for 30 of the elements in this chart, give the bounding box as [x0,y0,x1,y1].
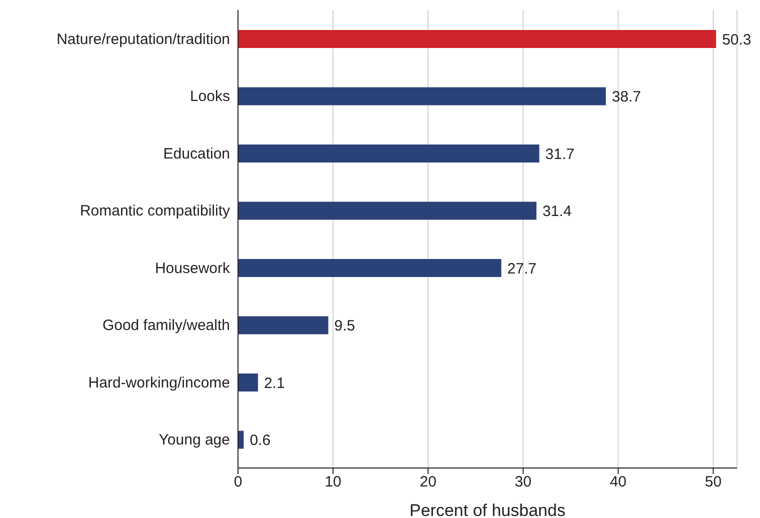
data-label: 2.1 [264,374,285,392]
data-label: 9.5 [334,318,356,335]
bar [238,144,540,162]
data-label: 50.3 [722,31,752,48]
y-tick-label: Hard-working/income [88,374,230,392]
y-tick-label: Good family/wealth [102,317,230,334]
data-label: 31.4 [542,203,572,220]
x-tick-label: 20 [420,474,436,491]
bar [238,202,536,220]
data-label: 0.6 [250,432,271,450]
bar [238,259,502,277]
data-label: 38.7 [612,88,642,106]
y-tick-label: Young age [158,432,230,449]
x-tick-label: 40 [610,474,627,491]
y-tick-label: Nature/reputation/tradition [56,30,230,48]
y-tick-label: Housework [154,260,230,277]
y-tick-label: Romantic compatibility [80,202,230,220]
bar [238,316,328,334]
bar [238,374,258,392]
x-axis-title: Percent of husbands [410,501,566,518]
y-tick-label: Education [163,145,230,162]
x-tick-label: 10 [324,474,342,491]
x-tick-label: 0 [234,474,242,491]
y-tick-label: Looks [190,88,230,106]
data-label: 27.7 [507,260,536,278]
x-tick-label: 30 [514,474,532,491]
data-label: 31.7 [545,146,575,163]
x-tick-label: 50 [704,474,722,491]
bar [238,87,606,106]
bar [238,30,716,48]
